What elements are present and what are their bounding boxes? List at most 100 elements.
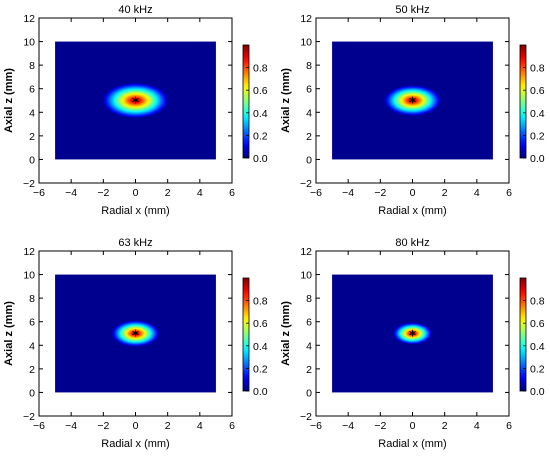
- y-tick-label: 2: [29, 364, 35, 376]
- colorbar-tick-label: 0.6: [530, 318, 545, 330]
- y-axis-label: Axial z (mm): [280, 301, 292, 366]
- panel-4: ✶ −6 −4 −2 0 2 4 6 −2 0 2 4 6 8 10 12 80 kHz Radial x (mm…: [280, 237, 545, 450]
- y-tick-label: 10: [23, 270, 35, 282]
- colorbar: [519, 44, 527, 159]
- x-tick-label: −6: [33, 187, 45, 199]
- panel-2: ✶ −6 −4 −2 0 2 4 6 −2 0 2 4 6 8 10 12 50 kHz Radial x (mm…: [280, 4, 545, 217]
- colorbar-tick-label: 0.6: [253, 85, 268, 97]
- x-axis-label: Radial x (mm): [378, 438, 446, 450]
- x-tick-label: 4: [197, 420, 203, 432]
- x-tick-label: 6: [229, 187, 235, 199]
- chart-title: 50 kHz: [395, 4, 429, 16]
- x-tick-label: −4: [342, 420, 354, 432]
- y-axis-label: Axial z (mm): [3, 301, 15, 366]
- focus-marker-icon: ✶: [407, 327, 417, 341]
- colorbar-tick-label: 0.4: [530, 108, 545, 120]
- x-tick-label: −2: [374, 187, 386, 199]
- x-tick-label: 2: [442, 420, 448, 432]
- y-tick-label: 12: [300, 13, 312, 25]
- colorbar: [242, 277, 250, 392]
- y-tick-label: −2: [300, 411, 312, 423]
- x-axis-label: Radial x (mm): [101, 438, 169, 450]
- x-tick-label: −2: [97, 187, 109, 199]
- chart-title: 80 kHz: [395, 237, 429, 249]
- x-tick-label: −2: [374, 420, 386, 432]
- focal-spot: [101, 82, 170, 119]
- colorbar-tick-label: 0.2: [253, 130, 268, 142]
- colorbar-tick-label: 0.2: [530, 363, 545, 375]
- y-tick-label: 2: [306, 131, 312, 143]
- chart-title: 63 kHz: [118, 237, 152, 249]
- y-tick-label: 6: [29, 84, 35, 96]
- x-tick-label: 2: [165, 420, 171, 432]
- colorbar: [519, 277, 527, 392]
- y-axis-label: Axial z (mm): [3, 68, 15, 133]
- x-tick-label: 0: [133, 187, 139, 199]
- y-tick-label: −2: [300, 178, 312, 190]
- x-tick-label: 4: [474, 420, 480, 432]
- focus-marker-icon: ✶: [130, 327, 140, 341]
- focal-spot: [392, 322, 433, 345]
- x-tick-label: 0: [410, 187, 416, 199]
- x-tick-label: 2: [442, 187, 448, 199]
- y-tick-label: 0: [306, 387, 312, 399]
- x-tick-label: −4: [65, 420, 77, 432]
- y-tick-label: 0: [306, 154, 312, 166]
- y-tick-label: 10: [300, 37, 312, 49]
- x-tick-label: 6: [506, 420, 512, 432]
- chart-title: 40 kHz: [118, 4, 152, 16]
- colorbar-tick-label: 0.8: [530, 63, 545, 75]
- y-tick-label: 4: [29, 107, 35, 119]
- x-axis-label: Radial x (mm): [378, 205, 446, 217]
- x-tick-label: −4: [65, 187, 77, 199]
- colorbar-tick-label: 0.6: [530, 85, 545, 97]
- y-tick-label: 6: [29, 317, 35, 329]
- colorbar-tick-label: 0.0: [253, 153, 268, 165]
- y-tick-label: 8: [306, 60, 312, 72]
- colorbar-tick-label: 0.8: [253, 63, 268, 75]
- y-tick-label: 4: [306, 107, 312, 119]
- y-tick-label: 0: [29, 154, 35, 166]
- colorbar-tick-label: 0.4: [530, 341, 545, 353]
- y-tick-label: 12: [23, 246, 35, 258]
- x-tick-label: −4: [342, 187, 354, 199]
- colorbar-tick-label: 0.2: [530, 130, 545, 142]
- y-tick-label: 2: [306, 364, 312, 376]
- x-tick-label: −6: [310, 420, 322, 432]
- x-tick-label: 6: [506, 187, 512, 199]
- y-tick-label: 12: [300, 246, 312, 258]
- x-tick-label: −2: [97, 420, 109, 432]
- y-tick-label: 12: [23, 13, 35, 25]
- y-tick-label: 4: [29, 340, 35, 352]
- colorbar-tick-label: 0.0: [530, 386, 545, 398]
- colorbar-tick-label: 0.8: [253, 296, 268, 308]
- y-axis-label: Axial z (mm): [280, 68, 292, 133]
- x-tick-label: −6: [33, 420, 45, 432]
- y-tick-label: 8: [29, 293, 35, 305]
- colorbar-tick-label: 0.4: [253, 108, 268, 120]
- x-tick-label: 4: [474, 187, 480, 199]
- x-tick-label: 0: [133, 420, 139, 432]
- y-tick-label: 6: [306, 84, 312, 96]
- y-tick-label: 6: [306, 317, 312, 329]
- y-tick-label: 10: [300, 270, 312, 282]
- colorbar-tick-label: 0.6: [253, 318, 268, 330]
- focus-marker-icon: ✶: [407, 94, 417, 108]
- x-tick-label: 2: [165, 187, 171, 199]
- y-tick-label: −2: [23, 178, 35, 190]
- focus-marker-icon: ✶: [130, 94, 140, 108]
- y-tick-label: 4: [306, 340, 312, 352]
- y-tick-label: 2: [29, 131, 35, 143]
- focal-spot: [111, 320, 160, 347]
- colorbar-tick-label: 0.0: [253, 386, 268, 398]
- panel-1: ✶ −6 −4 −2 0 2 4 6 −2 0 2 4 6 8 10 12 40 kHz Radial x (mm…: [3, 4, 268, 217]
- panel-3: ✶ −6 −4 −2 0 2 4 6 −2 0 2 4 6 8 10 12 63 kHz Radial x (mm…: [3, 237, 268, 450]
- y-tick-label: 0: [29, 387, 35, 399]
- y-tick-label: 8: [29, 60, 35, 72]
- colorbar-tick-label: 0.4: [253, 341, 268, 353]
- colorbar-tick-label: 0.8: [530, 296, 545, 308]
- x-tick-label: 6: [229, 420, 235, 432]
- y-tick-label: 8: [306, 293, 312, 305]
- x-axis-label: Radial x (mm): [101, 205, 169, 217]
